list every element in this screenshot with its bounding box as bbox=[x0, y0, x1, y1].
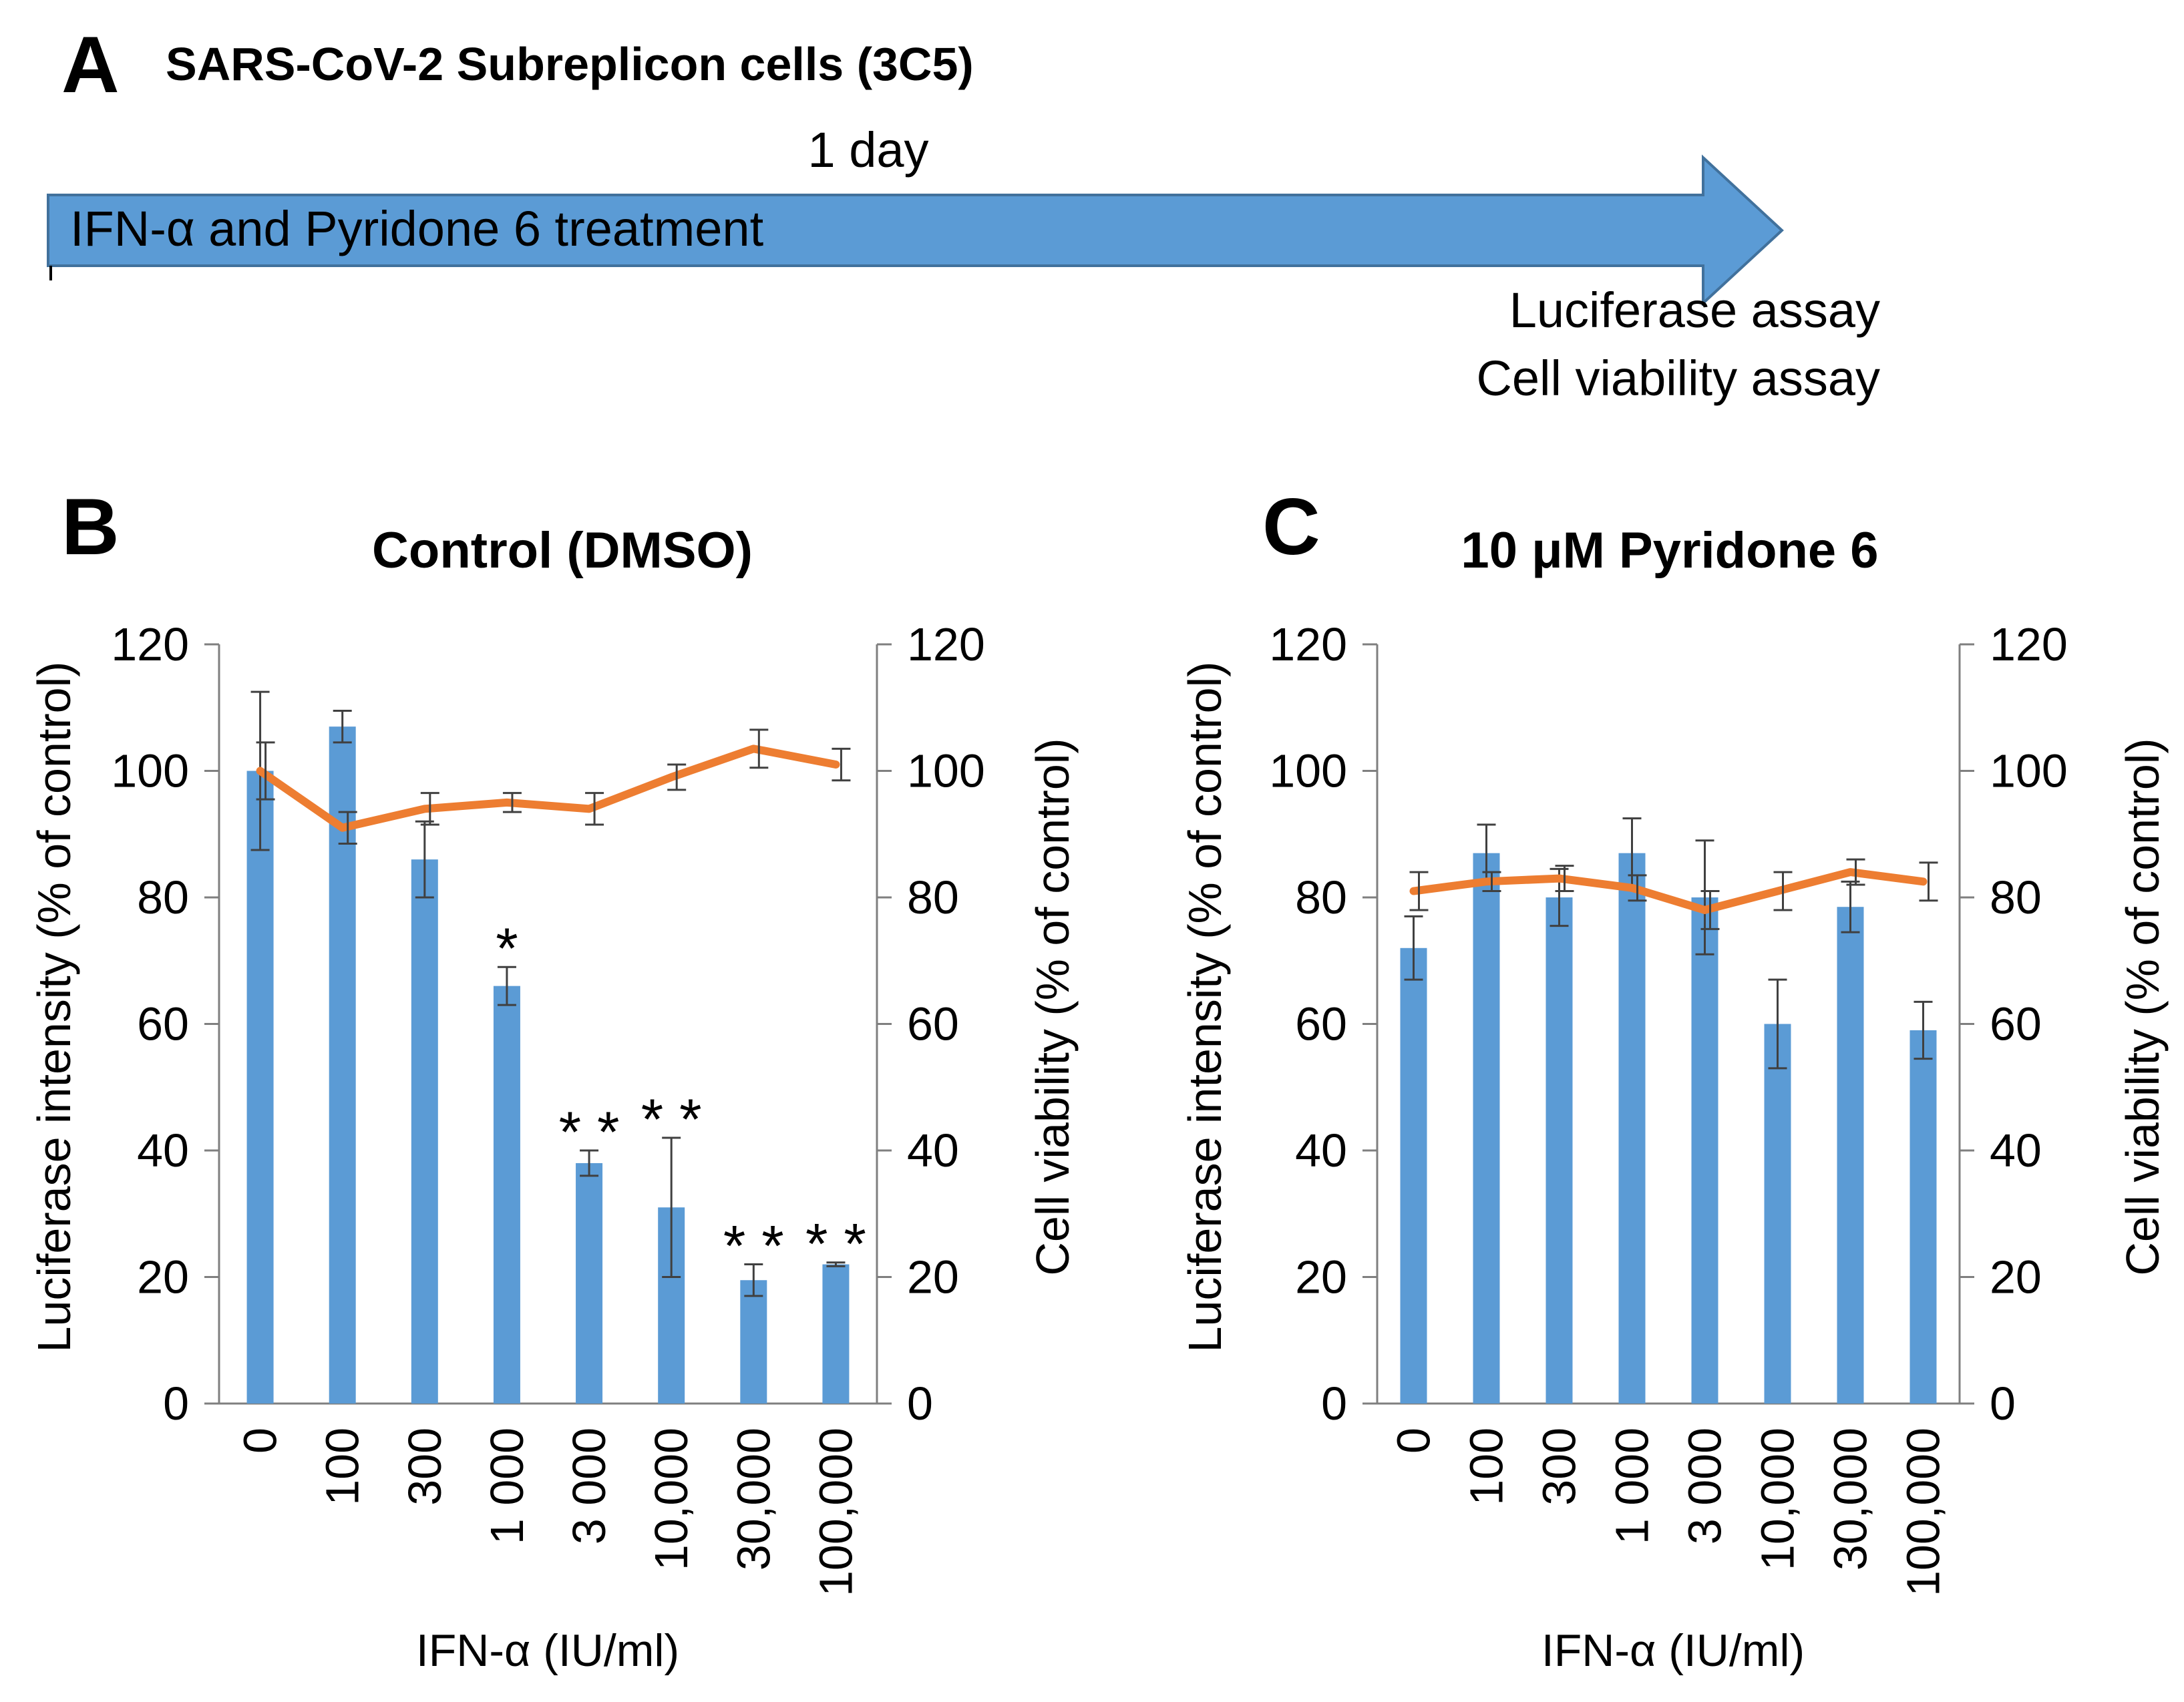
chart-b-bar bbox=[411, 859, 438, 1404]
chart-c-xtick-label: 0 bbox=[1388, 1428, 1440, 1454]
chart-c-ytick-label: 0 bbox=[1321, 1377, 1347, 1430]
chart-c-y2tick-label: 0 bbox=[1990, 1377, 2016, 1430]
chart-c-xtick-label: 30,000 bbox=[1825, 1428, 1877, 1570]
chart-b-ytick-label: 60 bbox=[137, 998, 189, 1050]
chart-b-bar bbox=[822, 1264, 850, 1404]
chart-c-title: 10 μM Pyridone 6 bbox=[1461, 522, 1878, 579]
chart-panel-b: B Control (DMSO) Luciferase intensity (%… bbox=[28, 482, 1079, 1676]
chart-b-ytick-label: 0 bbox=[163, 1377, 189, 1430]
chart-b-y2tick-label: 100 bbox=[907, 745, 985, 797]
chart-b-y2tick-label: 0 bbox=[907, 1377, 933, 1430]
chart-c-bar bbox=[1545, 897, 1573, 1404]
chart-b-ylabel: Luciferase intensity (% of control) bbox=[28, 662, 80, 1353]
panel-a-letter: A bbox=[61, 20, 120, 110]
chart-b-y2tick-label: 60 bbox=[907, 998, 959, 1050]
panel-b-letter: B bbox=[61, 482, 120, 572]
chart-b-xtick-label: 0 bbox=[234, 1428, 287, 1454]
chart-c-y2tick-label: 60 bbox=[1990, 998, 2042, 1050]
chart-b-xtick-label: 100 bbox=[317, 1428, 369, 1506]
chart-b-xtick-label: 30,000 bbox=[727, 1428, 779, 1570]
chart-b-bar bbox=[493, 986, 520, 1404]
chart-c-bar bbox=[1618, 853, 1646, 1404]
chart-c-viability-line bbox=[1409, 868, 1928, 914]
chart-b-significance-marker: * * bbox=[723, 1215, 784, 1279]
chart-b-significance-marker: * * bbox=[805, 1213, 866, 1277]
chart-c-ytick-label: 20 bbox=[1295, 1251, 1347, 1303]
panel-a-title: SARS-CoV-2 Subreplicon cells (3C5) bbox=[166, 38, 974, 90]
chart-panel-c: C 10 μM Pyridone 6 Luciferase intensity … bbox=[1179, 482, 2169, 1676]
chart-c-xtick-label: 3 000 bbox=[1679, 1428, 1731, 1544]
chart-b-ytick-label: 80 bbox=[137, 871, 189, 923]
chart-b-y2tick-label: 80 bbox=[907, 871, 959, 923]
chart-b-y2tick-label: 120 bbox=[907, 618, 985, 670]
chart-c-ytick-label: 60 bbox=[1295, 998, 1347, 1050]
chart-c-y2tick-label: 80 bbox=[1990, 871, 2042, 923]
chart-c-bar bbox=[1473, 853, 1500, 1404]
chart-c-xtick-label: 300 bbox=[1533, 1428, 1586, 1506]
chart-b-xtick-label: 3 000 bbox=[563, 1428, 615, 1544]
chart-b-ytick-label: 20 bbox=[137, 1251, 189, 1303]
chart-c-bar bbox=[1764, 1024, 1791, 1404]
chart-c-y2tick-label: 120 bbox=[1990, 618, 2068, 670]
chart-b-bar bbox=[740, 1280, 767, 1404]
panel-a-duration: 1 day bbox=[807, 122, 928, 178]
chart-c-bar bbox=[1400, 947, 1427, 1404]
chart-c-y2tick-label: 20 bbox=[1990, 1251, 2042, 1303]
chart-b-xtick-label: 100,000 bbox=[809, 1428, 862, 1597]
chart-b-xtick-label: 10,000 bbox=[645, 1428, 697, 1570]
chart-c-xlabel: IFN-α (IU/ml) bbox=[1541, 1625, 1805, 1676]
chart-c-xtick-label: 100 bbox=[1461, 1428, 1513, 1506]
chart-b-ytick-label: 40 bbox=[137, 1124, 189, 1177]
chart-c-y2label: Cell viability (% of control) bbox=[2117, 738, 2169, 1275]
chart-c-xtick-label: 10,000 bbox=[1752, 1428, 1804, 1570]
chart-b-bar bbox=[329, 726, 356, 1404]
chart-c-xtick-label: 100,000 bbox=[1897, 1428, 1950, 1597]
chart-b-bar bbox=[246, 771, 274, 1404]
timeline-arrow bbox=[47, 154, 1784, 306]
chart-c-xtick-label: 1 000 bbox=[1606, 1428, 1658, 1544]
chart-b-title: Control (DMSO) bbox=[372, 522, 753, 579]
timeline-arrow-label: IFN-α and Pyridone 6 treatment bbox=[70, 201, 764, 256]
chart-b-xtick-label: 1 000 bbox=[481, 1428, 533, 1544]
chart-b-significance-marker: * * bbox=[559, 1100, 620, 1164]
chart-b-ytick-label: 120 bbox=[111, 618, 189, 670]
chart-b-y2tick-label: 20 bbox=[907, 1251, 959, 1303]
chart-c-y2tick-label: 100 bbox=[1990, 745, 2068, 797]
chart-c-ytick-label: 120 bbox=[1269, 618, 1347, 670]
chart-b-xtick-label: 300 bbox=[399, 1428, 451, 1506]
chart-c-ytick-label: 100 bbox=[1269, 745, 1347, 797]
panel-c-letter: C bbox=[1262, 482, 1320, 572]
chart-c-ytick-label: 40 bbox=[1295, 1124, 1347, 1177]
chart-b-significance-marker: * * bbox=[641, 1088, 702, 1152]
chart-b-xlabel: IFN-α (IU/ml) bbox=[416, 1625, 679, 1676]
chart-c-ylabel: Luciferase intensity (% of control) bbox=[1179, 662, 1231, 1353]
chart-b-y2label: Cell viability (% of control) bbox=[1027, 738, 1079, 1275]
chart-b-bar bbox=[576, 1162, 603, 1404]
chart-b-ytick-label: 100 bbox=[111, 745, 189, 797]
chart-b-viability-line bbox=[256, 744, 840, 832]
chart-c-ytick-label: 80 bbox=[1295, 871, 1347, 923]
chart-c-bar bbox=[1909, 1030, 1937, 1404]
chart-b-significance-marker: * bbox=[496, 917, 518, 981]
cell-viability-assay-label: Cell viability assay bbox=[1476, 351, 1880, 406]
luciferase-assay-label: Luciferase assay bbox=[1509, 282, 1880, 338]
chart-c-bar bbox=[1837, 907, 1864, 1404]
chart-c-bar bbox=[1691, 897, 1718, 1404]
chart-c-y2tick-label: 40 bbox=[1990, 1124, 2042, 1177]
panel-a: A SARS-CoV-2 Subreplicon cells (3C5) 1 d… bbox=[47, 20, 1880, 406]
chart-b-y2tick-label: 40 bbox=[907, 1124, 959, 1177]
